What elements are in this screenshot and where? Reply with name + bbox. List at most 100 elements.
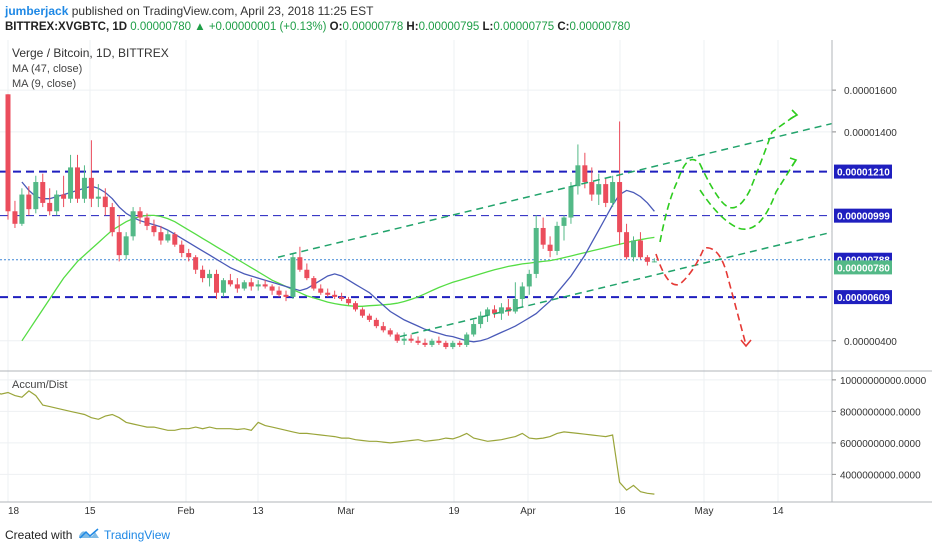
candle-up [519,286,525,299]
candle-down [436,340,442,343]
bearish-projection-path [655,247,747,346]
candle-down [61,194,67,199]
candle-down [644,257,650,262]
tradingview-logo-icon[interactable] [78,526,100,542]
price-label: 0.00000999 [837,212,890,223]
candle-down [88,177,94,199]
candle-down [12,211,18,224]
candle-down [269,286,275,291]
candle-down [394,334,400,341]
candle-down [492,309,497,314]
candle-up [575,165,581,187]
candle-down [193,257,199,270]
candle-up [526,273,532,287]
candle-down [144,217,150,226]
ma9-legend: MA (9, close) [12,78,76,90]
candle-up [533,227,539,274]
candle-up [123,236,129,256]
candle-down [116,232,122,256]
candle-up [464,334,470,345]
axes: 18 15 Feb 13 Mar 19 Apr 16 May 14 0.00001600 0.0000… [0,40,932,517]
candle-down [346,298,352,304]
candle-down [422,342,428,345]
candle-down [547,244,553,251]
accdist-legend: Accum/Dist [12,379,68,391]
candle-down [366,315,372,320]
candle-up [68,167,74,199]
y-tick-label: 0.00000400 [844,337,897,348]
x-tick-label: Apr [520,506,536,517]
candle-down [234,284,240,289]
y-tick-label: 0.00001400 [844,128,897,139]
candle-down [47,202,53,212]
candle-down [637,240,643,258]
low-value: 0.00000775 [493,21,555,33]
candle-up [241,282,247,289]
x-tick-label: 14 [772,506,784,517]
candle-up [485,309,491,316]
price-label: 0.00000609 [837,293,890,304]
candle-down [603,184,609,203]
candlesticks [5,94,657,350]
candle-up [33,182,39,210]
candle-down [283,294,289,297]
candle-up [450,342,456,348]
candle-up [95,196,101,199]
candle-up [561,217,567,226]
accdist-line [0,390,655,495]
candle-up [165,234,171,241]
candle-up [401,338,407,341]
candle-up [255,284,261,287]
candle-up [220,280,226,293]
candle-down [214,273,219,293]
candle-down [311,278,317,289]
arrow-head-icon [740,339,752,348]
candle-down [179,244,185,254]
candle-down [387,330,393,335]
candle-down [318,288,324,293]
bullish-projection-path [659,114,797,243]
last-price-label-box [834,260,892,275]
candle-down [617,182,623,233]
candle-down [540,227,546,245]
candle-up [81,177,87,199]
chart-legend: Verge / Bitcoin, 1D, BITTREX MA (47, clo… [12,46,169,391]
candle-down [26,194,32,210]
price-chart[interactable]: 18 15 Feb 13 Mar 19 Apr 16 May 14 0.00001600 0.0000… [0,40,932,519]
accdist-tick-label: 10000000000.0000 [840,376,927,387]
candle-down [158,232,164,241]
tradingview-brand[interactable]: TradingView [104,528,171,542]
candle-down [297,257,303,270]
candle-down [137,211,143,218]
price-change: +0.00000001 (+0.13%) [208,21,327,33]
price-label-box [834,208,892,223]
candle-down [415,340,421,343]
candle-down [109,207,115,233]
accdist-tick-label: 4000000000.0000 [840,470,921,481]
arrow-head-icon [789,157,798,167]
moving-averages [21,181,655,343]
ohlc-summary: BITTREX:XVGBTC, 1D 0.00000780 ▲ +0.00000… [5,21,630,33]
candle-up [54,194,60,212]
candle-up [429,340,435,345]
x-tick-label: Mar [337,506,355,517]
close-label: C: [557,21,570,33]
candle-down [325,292,331,295]
high-value: 0.00000795 [418,21,480,33]
x-tick-label: 13 [252,506,264,517]
candle-up [596,184,602,195]
author-link[interactable]: jumberjack [5,4,69,18]
price-label-box [834,290,892,305]
arrow-head-icon [789,109,799,120]
candle-up [478,315,484,325]
open-value: 0.00000778 [342,21,404,33]
candle-down [408,338,414,341]
candle-down [582,165,588,183]
publish-info: jumberjack published on TradingView.com,… [5,4,373,18]
accdist-tick-label: 8000000000.0000 [840,407,921,418]
candle-down [353,303,358,310]
high-label: H: [406,21,419,33]
published-text: published on TradingView.com, April 23, … [71,4,374,18]
ma9-line [21,181,655,343]
candle-up [512,298,518,312]
